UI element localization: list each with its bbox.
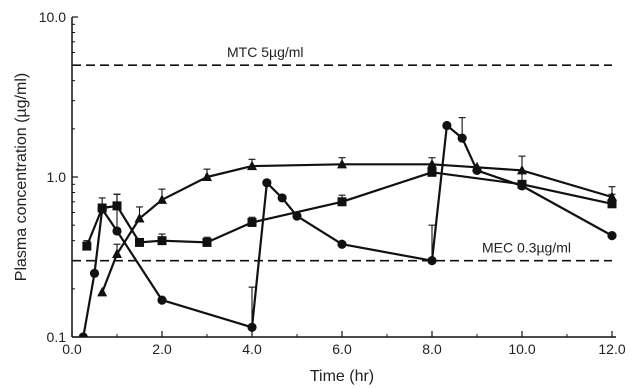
x-tick-label: 6.0 xyxy=(332,341,352,357)
data-point xyxy=(135,237,144,247)
data-point xyxy=(97,203,107,213)
x-tick-label: 0.0 xyxy=(62,341,82,357)
data-point xyxy=(78,332,88,337)
data-point xyxy=(337,239,347,249)
reference-line-label: MTC 5µg/ml xyxy=(227,44,304,60)
data-point xyxy=(112,201,122,211)
reference-line-label: MEC 0.3µg/ml xyxy=(482,240,571,256)
reference-lines: MTC 5µg/ml MEC 0.3µg/ml xyxy=(72,44,612,262)
data-point xyxy=(262,178,272,188)
data-point xyxy=(607,199,617,209)
data-point xyxy=(427,256,437,266)
axes: 0.0 2.0 4.0 6.0 8.0 10.0 12.0 0.1 1.0 10.0 xyxy=(39,9,626,357)
y-tick-label: 1.0 xyxy=(47,169,67,185)
data-point xyxy=(277,193,287,203)
data-point xyxy=(247,217,257,227)
series-circle xyxy=(78,117,617,337)
data-point xyxy=(247,322,257,332)
x-tick-label: 10.0 xyxy=(508,341,535,357)
data-point xyxy=(157,236,167,246)
data-point xyxy=(82,241,92,251)
x-axis-label: Time (hr) xyxy=(310,368,374,385)
data-point xyxy=(112,226,122,236)
data-point xyxy=(337,197,347,207)
series-layer xyxy=(78,117,617,337)
y-axis-label: Plasma concentration (µg/ml) xyxy=(13,73,30,281)
x-tick-label: 12.0 xyxy=(598,341,625,357)
data-point xyxy=(202,171,212,181)
data-point xyxy=(427,167,437,177)
data-point xyxy=(337,158,347,169)
data-point xyxy=(607,231,617,241)
data-point xyxy=(472,161,482,172)
data-point xyxy=(427,158,437,169)
data-point xyxy=(607,191,617,201)
data-point xyxy=(202,237,212,247)
y-tick-label: 10.0 xyxy=(39,9,66,25)
data-point xyxy=(292,211,302,221)
data-point xyxy=(157,295,167,305)
data-point xyxy=(157,194,167,204)
x-tick-label: 8.0 xyxy=(422,341,442,357)
series-triangle xyxy=(97,155,617,297)
data-point xyxy=(517,179,527,189)
series-line xyxy=(85,171,613,247)
data-point xyxy=(112,248,122,259)
data-point xyxy=(97,286,108,297)
series-line xyxy=(82,124,613,337)
x-tick-label: 2.0 xyxy=(152,341,172,357)
y-tick-label: 0.1 xyxy=(47,329,67,345)
series-line xyxy=(101,163,613,293)
data-point xyxy=(89,268,100,278)
data-point xyxy=(134,213,145,223)
x-tick-label: 4.0 xyxy=(242,341,262,357)
data-point xyxy=(442,120,452,131)
data-point xyxy=(517,164,527,175)
data-point xyxy=(247,160,257,171)
series-square xyxy=(82,166,617,251)
data-point xyxy=(457,133,467,143)
